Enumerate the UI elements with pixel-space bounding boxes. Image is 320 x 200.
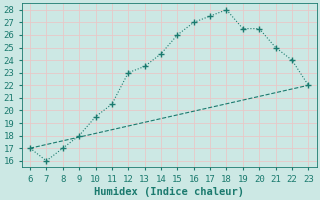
X-axis label: Humidex (Indice chaleur): Humidex (Indice chaleur) bbox=[94, 186, 244, 197]
